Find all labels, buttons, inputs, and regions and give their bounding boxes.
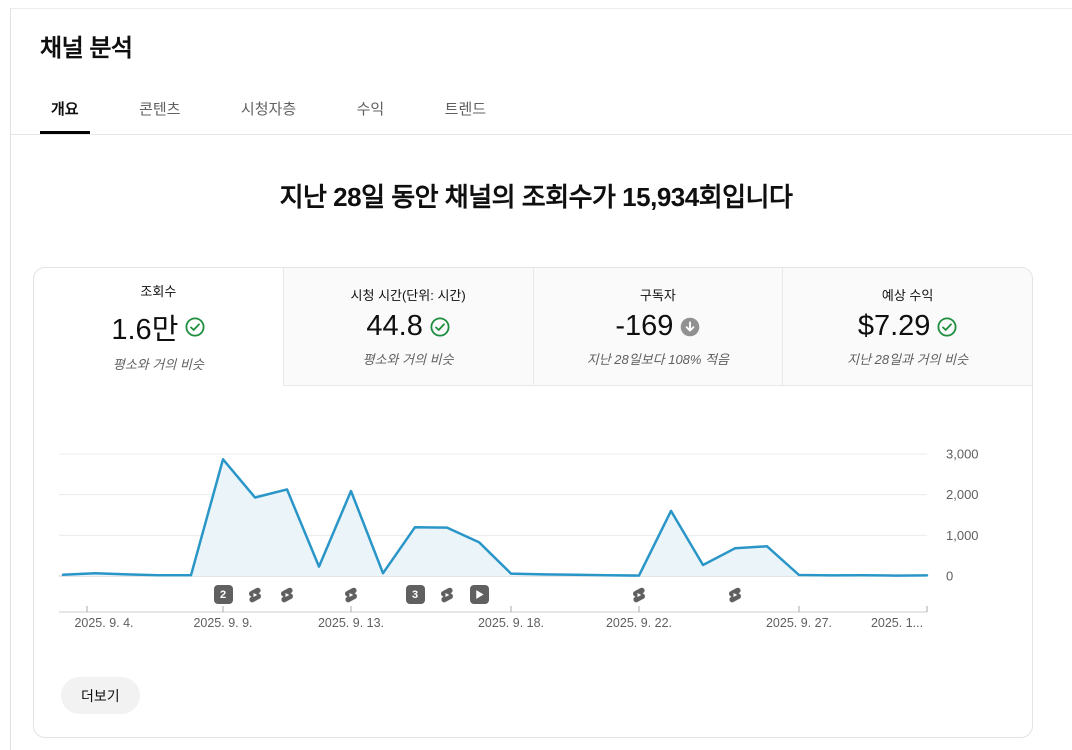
video-count-badge[interactable]: 2 [213, 585, 233, 604]
analytics-card: 조회수 1.6만 평소와 거의 비슷 시청 시간(단위: 시간) 44.8 [33, 267, 1033, 738]
metric-label: 조회수 [140, 283, 177, 299]
svg-text:2025. 9. 27.: 2025. 9. 27. [766, 616, 832, 630]
check-circle-icon [185, 316, 205, 337]
tab-audience[interactable]: 시청자층 [240, 101, 297, 118]
shorts-icon[interactable] [278, 585, 297, 604]
tab-revenue[interactable]: 수익 [356, 101, 385, 118]
tab-overview[interactable]: 개요 [40, 85, 90, 134]
svg-text:3,000: 3,000 [946, 447, 979, 462]
svg-text:2025. 9. 18.: 2025. 9. 18. [478, 616, 544, 630]
check-circle-icon [430, 316, 450, 337]
tab-trends[interactable]: 트렌드 [444, 101, 487, 118]
metric-value: 1.6만 [111, 313, 179, 346]
channel-analytics-page: 채널 분석 개요 콘텐츠 시청자층 수익 트렌드 지난 28일 동안 채널의 조… [0, 28, 1072, 738]
check-circle-icon [937, 316, 957, 337]
metric-subscribers[interactable]: 구독자 -169 지난 28일보다 108% 적음 [532, 268, 783, 386]
metric-label: 예상 수익 [881, 288, 934, 303]
svg-text:2025. 9. 22.: 2025. 9. 22. [606, 616, 672, 630]
more-button[interactable]: 더보기 [61, 677, 140, 714]
svg-text:2025. 9. 4.: 2025. 9. 4. [74, 616, 133, 630]
svg-text:2025. 9. 13.: 2025. 9. 13. [318, 616, 384, 630]
video-count-badge[interactable]: 3 [405, 585, 425, 604]
down-arrow-circle-icon [681, 317, 700, 336]
shorts-icon[interactable] [438, 585, 457, 604]
svg-text:0: 0 [946, 569, 953, 584]
metric-views[interactable]: 조회수 1.6만 평소와 거의 비슷 [34, 268, 283, 386]
svg-text:2025. 9. 9.: 2025. 9. 9. [193, 616, 252, 630]
svg-text:1,000: 1,000 [946, 528, 979, 543]
video-icon[interactable] [469, 585, 489, 604]
metric-label: 구독자 [639, 288, 676, 303]
shorts-icon[interactable] [342, 585, 361, 604]
metric-value: 44.8 [366, 310, 423, 342]
svg-text:2025. 1...: 2025. 1... [871, 616, 923, 630]
metric-value: $7.29 [857, 310, 931, 342]
svg-text:2,000: 2,000 [946, 487, 979, 502]
shorts-icon[interactable] [246, 585, 265, 604]
tab-bar: 개요 콘텐츠 시청자층 수익 트렌드 [10, 85, 1072, 135]
shorts-icon[interactable] [726, 585, 745, 604]
headline: 지난 28일 동안 채널의 조회수가 15,934회입니다 [279, 182, 793, 212]
metrics-row: 조회수 1.6만 평소와 거의 비슷 시청 시간(단위: 시간) 44.8 [34, 268, 1032, 386]
metric-watch-time[interactable]: 시청 시간(단위: 시간) 44.8 평소와 거의 비슷 [282, 268, 533, 386]
metric-note: 지난 28일보다 108% 적음 [586, 352, 729, 367]
page-title: 채널 분석 [40, 35, 133, 62]
metric-value: -169 [615, 310, 674, 342]
metric-label: 시청 시간(단위: 시간) [350, 288, 466, 303]
tab-content[interactable]: 콘텐츠 [139, 101, 181, 118]
shorts-icon[interactable] [630, 585, 649, 604]
metric-revenue[interactable]: 예상 수익 $7.29 지난 28일과 거의 비슷 [782, 268, 1032, 386]
metric-note: 평소와 거의 비슷 [112, 356, 204, 372]
metric-note: 지난 28일과 거의 비슷 [847, 352, 969, 367]
metric-note: 평소와 거의 비슷 [362, 352, 454, 367]
views-chart[interactable]: 0 1,000 2,000 3,000 2025. 9. 4. 2025. 9. 9. 20… [34, 386, 1034, 651]
